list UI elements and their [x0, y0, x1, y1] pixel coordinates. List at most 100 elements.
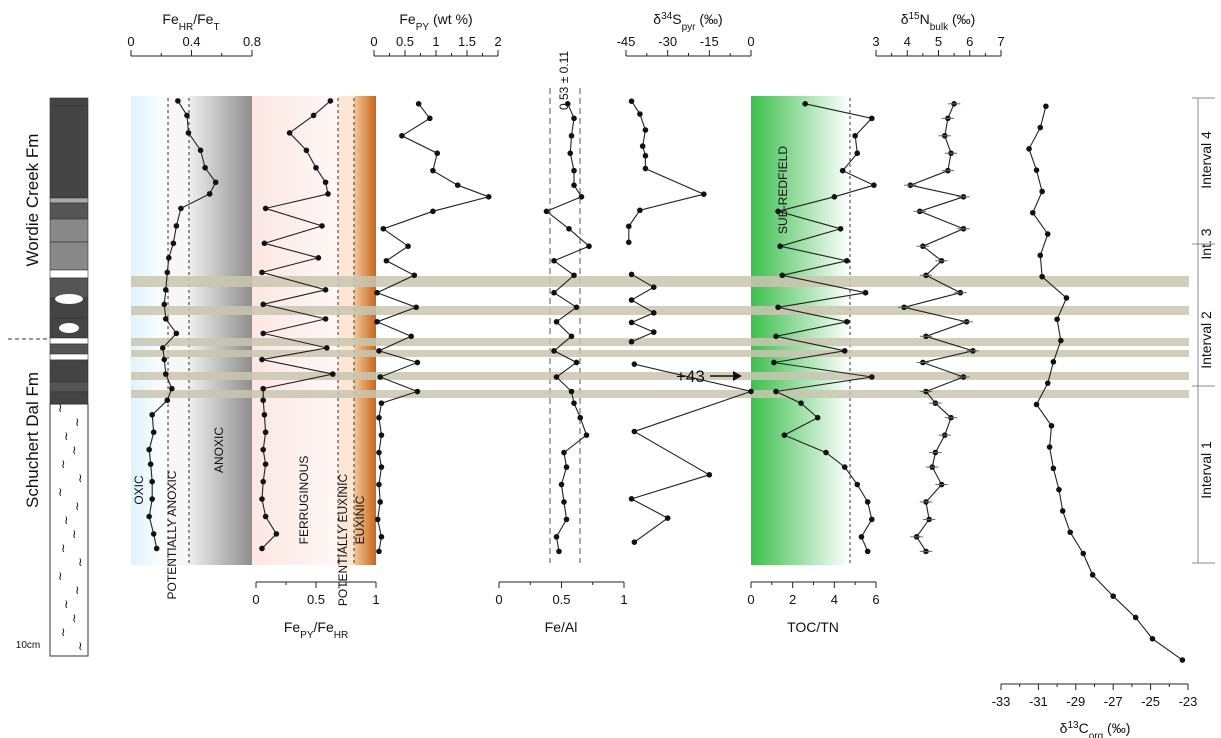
- data-point: [1110, 593, 1116, 599]
- zone-label: OXIC: [132, 475, 146, 505]
- tick-label: -15: [700, 34, 719, 49]
- data-point: [262, 461, 269, 467]
- formation-label: Schuchert Dal Fm: [23, 372, 42, 508]
- lithology-column: ≀≀≀≀≀≀≀≀≀≀≀≀≀≀≀≀≀≀Wordie Creek FmSchuche…: [8, 97, 89, 657]
- fe-al-mean-label: 0.53 ± 0.11: [557, 51, 571, 110]
- axis-title-fepy: FePY (wt %): [399, 11, 472, 33]
- data-point: [1149, 635, 1156, 642]
- data-point: [583, 432, 590, 438]
- data-point: [1039, 273, 1045, 280]
- data-point: [430, 167, 436, 174]
- data-point: [566, 225, 572, 232]
- data-point: [430, 208, 436, 215]
- tick-label: 0: [370, 34, 377, 49]
- data-point: [259, 269, 265, 276]
- data-point: [577, 414, 584, 421]
- data-point: [1132, 614, 1139, 621]
- series-4-2: [628, 361, 754, 545]
- data-point: [567, 150, 574, 157]
- data-point: [650, 329, 657, 335]
- tick-label: 0.4: [182, 34, 200, 49]
- zone-label: ANOXIC: [212, 427, 226, 473]
- data-point: [150, 531, 157, 537]
- data-point: [650, 284, 657, 291]
- series-2: [374, 101, 492, 555]
- data-point: [564, 101, 571, 107]
- tick-label: 2: [494, 34, 501, 49]
- tick-label: -31: [1029, 694, 1048, 709]
- data-point: [628, 98, 635, 105]
- zone-label: EUXINIC: [353, 495, 367, 544]
- data-point: [259, 496, 265, 502]
- data-point: [841, 464, 848, 470]
- zone-label: FERRUGINOUS: [297, 456, 311, 545]
- tick-label: 7: [997, 34, 1004, 49]
- data-point: [202, 164, 208, 171]
- data-point: [1039, 188, 1045, 195]
- axis-title-toc-tn: TOC/TN: [787, 619, 839, 635]
- horizon-bands: [131, 276, 1189, 398]
- data-point: [1058, 337, 1064, 344]
- data-point: [831, 194, 838, 200]
- lithology-symbol: ≀: [64, 513, 69, 527]
- zone-sub-redfield: [751, 96, 850, 565]
- data-point: [325, 191, 331, 197]
- data-point: [146, 513, 152, 520]
- data-point: [823, 449, 829, 456]
- data-point: [286, 130, 293, 136]
- horizon-band: [131, 372, 1189, 380]
- lithology-symbol: ≀: [75, 583, 80, 597]
- tick-label: 0: [127, 34, 134, 49]
- tick-label: -23: [1179, 694, 1198, 709]
- axis-title-fehr-fet: FeHR/FeT: [162, 11, 219, 33]
- data-point: [1179, 657, 1186, 663]
- zone-potentially-euxinic: [338, 96, 354, 565]
- lithology-unit: [49, 105, 89, 199]
- lithology-symbol: ≀: [75, 499, 80, 513]
- data-point: [184, 112, 190, 119]
- data-point: [628, 496, 635, 502]
- data-point: [319, 223, 325, 229]
- axis-title-d34s: δ34Spyr (‰): [653, 11, 722, 33]
- data-point: [376, 548, 382, 555]
- data-point: [551, 289, 557, 296]
- data-point: [161, 356, 168, 363]
- data-point: [261, 411, 268, 418]
- tick-label: 0.5: [396, 34, 414, 49]
- data-point: [162, 371, 169, 377]
- data-point: [399, 132, 405, 139]
- data-point: [485, 194, 492, 200]
- lithology-unit: [49, 337, 89, 345]
- tick-label: 0: [747, 34, 754, 49]
- lithology-unit: [49, 359, 89, 383]
- data-point: [625, 223, 632, 230]
- tick-label: -27: [1104, 694, 1123, 709]
- data-point: [553, 318, 560, 325]
- lithology-unit: [49, 391, 89, 405]
- data-point: [852, 132, 858, 139]
- tick-label: 3: [872, 34, 879, 49]
- lithology-symbol: ≀: [75, 415, 80, 429]
- data-point: [1063, 295, 1070, 301]
- data-point: [1048, 422, 1055, 429]
- data-point: [408, 333, 415, 340]
- data-point: [1033, 167, 1040, 173]
- tick-label: 1.5: [458, 34, 476, 49]
- scale-label: 10cm: [16, 640, 40, 651]
- lithology-symbol: ≀: [61, 457, 66, 471]
- data-point: [378, 534, 385, 540]
- data-point: [376, 348, 382, 354]
- data-point: [146, 446, 152, 453]
- data-point: [1067, 529, 1073, 536]
- concretion: [55, 294, 83, 304]
- interval-column: Interval 4 Int. 3 Interval 2 Interval 1: [1192, 97, 1215, 564]
- data-point: [261, 240, 268, 247]
- data-point: [775, 304, 781, 311]
- data-point: [162, 287, 169, 293]
- series-line: [628, 100, 706, 243]
- lithology-unit: [49, 269, 89, 279]
- data-point: [378, 464, 385, 470]
- horizon-band: [131, 338, 1189, 346]
- data-point: [631, 428, 638, 435]
- series-line: [375, 103, 491, 552]
